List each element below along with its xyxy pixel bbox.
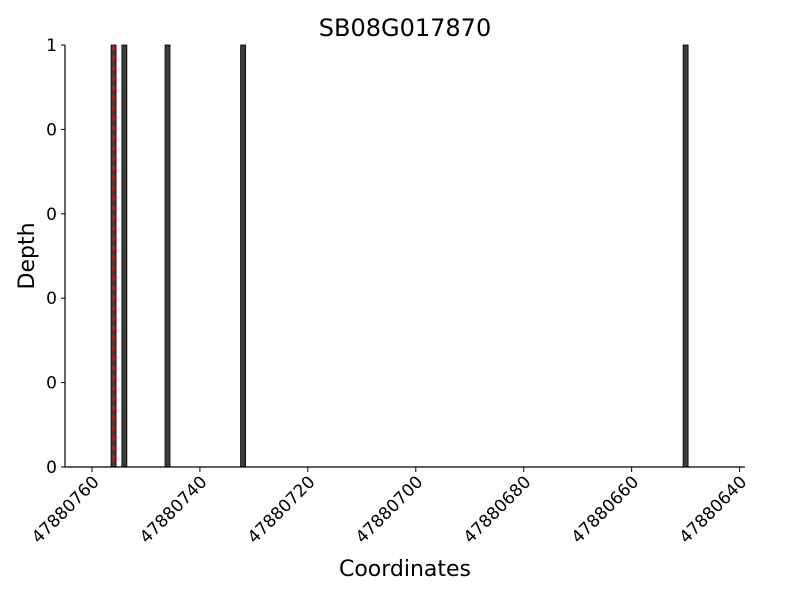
depth-bar-3 — [164, 44, 171, 468]
x-tick-label: 47880700 — [352, 472, 427, 547]
x-tick-label: 47880640 — [676, 472, 751, 547]
x-tick-label: 47880660 — [568, 472, 643, 547]
chart-title: SB08G017870 — [319, 14, 491, 42]
y-axis: 0 0 0 0 0 1 — [46, 36, 66, 478]
x-axis-label: Coordinates — [339, 557, 471, 582]
x-tick-label: 47880720 — [244, 472, 319, 547]
x-tick-label: 47880740 — [136, 472, 211, 547]
depth-bar-4 — [240, 44, 247, 468]
y-tick-label: 0 — [46, 458, 57, 478]
depth-bar-2 — [121, 44, 128, 468]
depth-bar-5 — [682, 44, 689, 468]
y-tick-label: 0 — [46, 289, 57, 309]
plot-area — [110, 44, 689, 468]
y-tick-label: 1 — [46, 36, 57, 56]
y-tick-label: 0 — [46, 374, 57, 394]
y-tick-label: 0 — [46, 205, 57, 225]
x-tick-label: 47880760 — [28, 472, 103, 547]
x-tick-label: 47880680 — [460, 472, 535, 547]
x-axis: 47880760 47880740 47880720 47880700 47880680… — [28, 466, 751, 548]
y-tick-label: 0 — [46, 120, 57, 140]
y-axis-label: Depth — [15, 222, 40, 289]
